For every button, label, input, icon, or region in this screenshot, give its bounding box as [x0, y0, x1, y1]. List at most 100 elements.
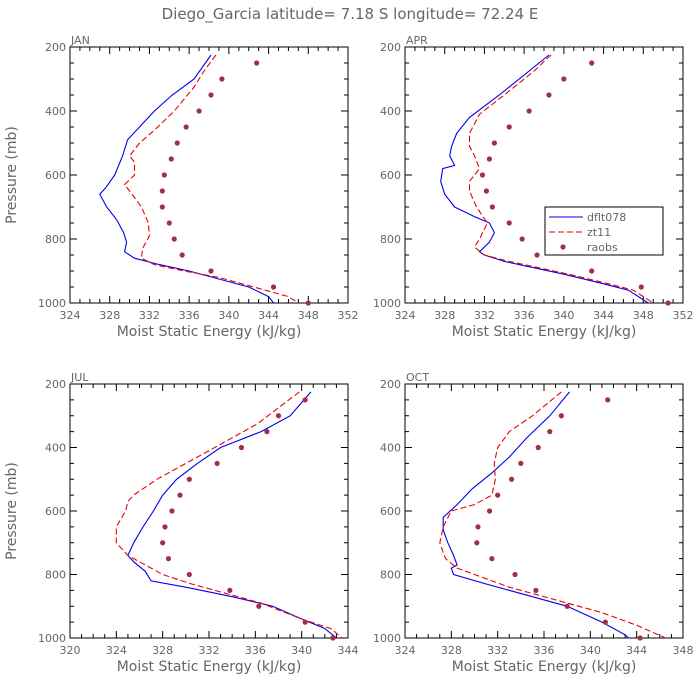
raobs-point [305, 300, 311, 306]
y-tick-label: 400 [380, 442, 401, 455]
x-tick-label: 336 [179, 309, 200, 322]
panel-title: OCT [406, 371, 429, 384]
raobs-point [177, 492, 183, 498]
raobs-point [486, 508, 493, 514]
series-line-dflt078 [442, 391, 629, 639]
raobs-point [165, 556, 172, 562]
raobs-point [495, 492, 501, 498]
series-line-zt11 [115, 391, 343, 639]
raobs-point [508, 476, 515, 482]
raobs-point [564, 603, 570, 609]
raobs-point [602, 619, 608, 625]
y-tick-label: 600 [380, 169, 401, 182]
raobs-point [256, 603, 262, 609]
legend-label-raobs: raobs [587, 241, 618, 254]
panel-apr: APR 324 328 332 336 340 344 348 352 200 400 600 800 1… [373, 34, 694, 340]
raobs-point [533, 587, 539, 593]
raobs-point [489, 556, 495, 562]
panels: JAN 324 328 332 336 340 344 348 352 200 400 600 800 1… [4, 34, 694, 675]
series-line-dflt078 [440, 54, 649, 304]
raobs-point [506, 124, 512, 130]
raobs-point [330, 635, 336, 641]
x-tick-label: 328 [441, 644, 462, 657]
raobs-point [179, 252, 185, 258]
raobs-point [526, 108, 532, 114]
raobs-point [214, 460, 220, 466]
raobs-point [264, 429, 270, 435]
y-tick-label: 200 [380, 41, 401, 54]
x-tick-label: 352 [673, 309, 694, 322]
series-line-zt11 [439, 391, 666, 639]
raobs-point [160, 540, 166, 546]
plot-frame [404, 46, 684, 304]
raobs-point [166, 220, 172, 226]
legend-label-dflt078: dflt078 [587, 211, 626, 224]
y-tick-label: 1000 [373, 297, 401, 310]
y-tick-label: 200 [380, 378, 401, 391]
x-tick-label: 324 [60, 309, 81, 322]
raobs-point [196, 108, 202, 114]
raobs-point [275, 413, 282, 419]
series-line-zt11 [468, 54, 654, 304]
x-tick-label: 320 [60, 644, 81, 657]
raobs-point [665, 300, 671, 306]
x-tick-label: 332 [474, 309, 495, 322]
legend: dflt078 zt11 raobs [544, 206, 664, 256]
raobs-point [506, 220, 512, 226]
y-tick-label: 400 [380, 105, 401, 118]
y-tick-label: 600 [45, 169, 66, 182]
raobs-point [489, 204, 495, 210]
raobs-point [605, 397, 611, 403]
x-tick-label: 344 [258, 309, 279, 322]
x-tick-label: 348 [673, 644, 694, 657]
raobs-point [546, 92, 552, 98]
raobs-point [589, 268, 595, 274]
plot-frame [69, 383, 349, 639]
x-tick-label: 340 [218, 309, 239, 322]
raobs-point [534, 252, 540, 258]
raobs-point [474, 540, 480, 546]
raobs-point [162, 524, 168, 530]
raobs-point [168, 156, 174, 162]
y-tick-label: 400 [45, 442, 66, 455]
raobs-point [159, 188, 165, 194]
x-tick-label: 344 [593, 309, 614, 322]
raobs-point [186, 571, 192, 578]
raobs-point [637, 635, 643, 641]
y-tick-label: 800 [380, 233, 401, 246]
y-tick-label: 800 [45, 233, 66, 246]
raobs-point [302, 397, 308, 403]
raobs-point [238, 444, 245, 451]
raobs-point [535, 444, 541, 451]
panel-title: JAN [70, 34, 90, 47]
y-tick-label: 400 [45, 105, 66, 118]
panel-title: JUL [70, 371, 89, 384]
y-tick-label: 200 [45, 41, 66, 54]
x-tick-label: 324 [395, 644, 416, 657]
x-tick-label: 336 [245, 644, 266, 657]
y-tick-label: 200 [45, 378, 66, 391]
y-tick-label: 1000 [38, 297, 66, 310]
raobs-point [208, 268, 214, 274]
series-line-dflt078 [99, 54, 274, 304]
raobs-point [519, 236, 525, 242]
raobs-point [475, 524, 481, 530]
raobs-point [159, 204, 165, 210]
x-tick-label: 328 [434, 309, 455, 322]
raobs-point [491, 140, 497, 146]
y-axis-label: Pressure (mb) [4, 126, 20, 224]
raobs-point [486, 156, 492, 162]
panel-jul: JUL 320 324 328 332 336 340 344 200 400 600 800 1000… [4, 371, 359, 675]
series-line-zt11 [123, 54, 299, 304]
x-tick-label: 332 [199, 644, 220, 657]
x-tick-label: 352 [338, 309, 359, 322]
raobs-point [219, 76, 225, 82]
raobs-point [589, 60, 595, 66]
panel-jan: JAN 324 328 332 336 340 344 348 352 200 400 600 800 1… [4, 34, 359, 340]
raobs-point [558, 413, 564, 419]
y-axis-label: Pressure (mb) [4, 462, 20, 560]
raobs-point [171, 236, 177, 242]
x-tick-label: 344 [626, 644, 647, 657]
x-tick-label: 324 [395, 309, 416, 322]
series-line-dflt078 [127, 391, 337, 639]
